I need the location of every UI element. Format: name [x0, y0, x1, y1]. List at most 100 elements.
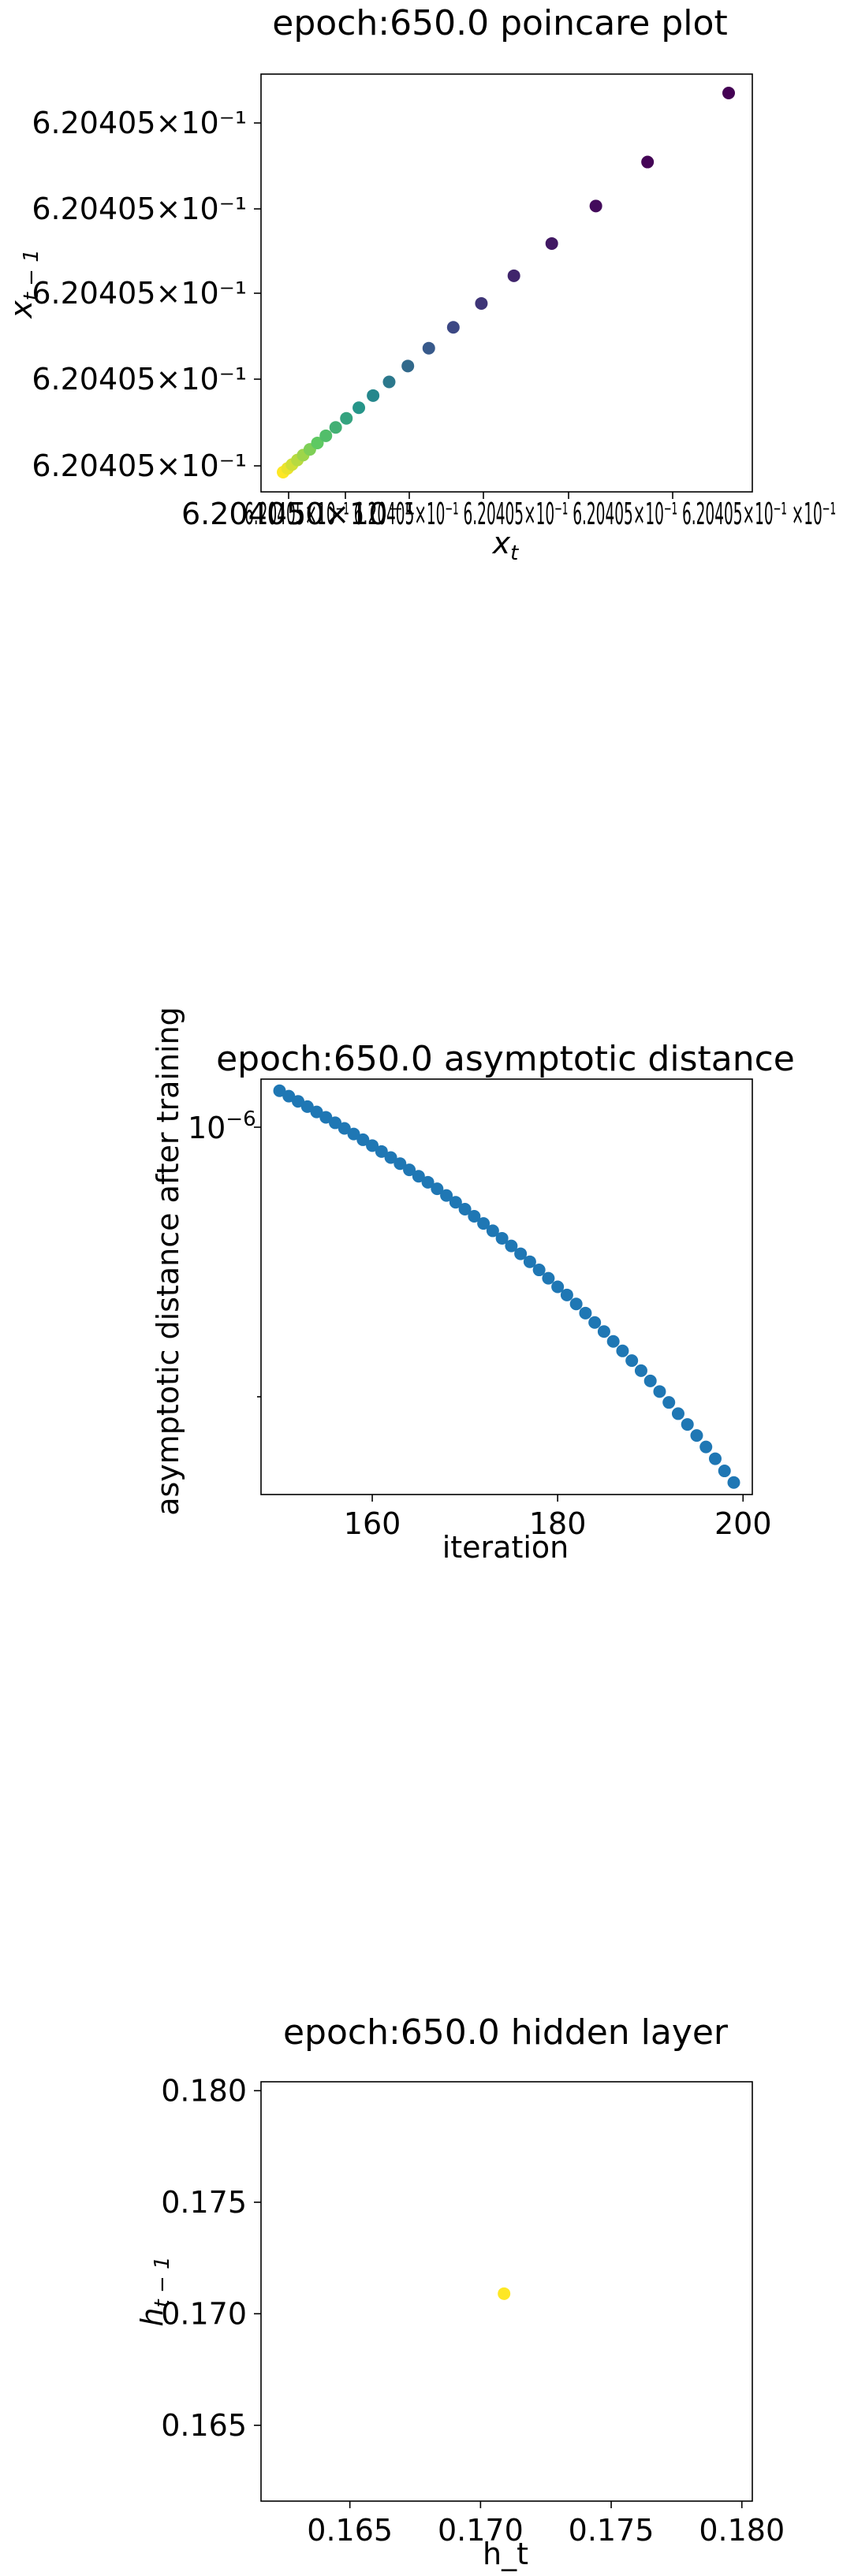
hidden-y-tick-label: 0.175: [161, 2185, 247, 2220]
asymptotic-point: [505, 1239, 518, 1253]
asymptotic-point: [643, 1374, 657, 1387]
asymptotic-point: [273, 1084, 286, 1097]
asymptotic-point: [366, 1139, 379, 1152]
asymptotic-x-label: iteration: [442, 1530, 569, 1565]
hidden-x-tick-label: 0.165: [307, 2513, 393, 2548]
hidden-point: [498, 2287, 511, 2300]
asymptotic-point: [671, 1407, 684, 1420]
poincare-point: [475, 296, 488, 310]
asymptotic-point: [579, 1306, 592, 1320]
poincare-y-tick-label: 6.20405×10⁻¹: [32, 106, 247, 140]
poincare-point: [367, 389, 380, 402]
poincare-y-tick-label: 6.20405×10⁻¹: [32, 276, 247, 311]
asymptotic-x-tick-label: 160: [344, 1506, 401, 1541]
asymptotic-point: [319, 1111, 333, 1124]
asymptotic-point: [551, 1280, 565, 1294]
poincare-point: [589, 199, 602, 213]
asymptotic-point: [523, 1255, 536, 1268]
asymptotic-y-label: asymptotic distance after training: [151, 1007, 185, 1516]
poincare-x-tick-first: 6.204050×​10⁻¹: [181, 497, 416, 531]
hidden-title: epoch:650.0 hidden layer: [283, 2012, 729, 2053]
poincare-point: [722, 87, 735, 99]
asymptotic-point: [384, 1151, 397, 1164]
poincare-y-label: xt − 1: [4, 249, 43, 319]
asymptotic-point: [394, 1157, 407, 1171]
hidden-y-ticks: 0.165 0.170 0.175 0.180: [161, 2073, 261, 2443]
hidden-y-tick-label: 0.170: [161, 2296, 247, 2331]
hidden-x-ticks: 0.165 0.170 0.175 0.180: [307, 2501, 785, 2548]
hidden-points: [498, 2287, 511, 2300]
asymptotic-point: [542, 1271, 555, 1285]
asymptotic-point: [634, 1364, 647, 1377]
poincare-y-ticks: 6.20405×10⁻¹ 6.20405×10⁻¹ 6.20405×10⁻¹ 6.20…: [32, 106, 261, 483]
poincare-point: [340, 411, 353, 425]
hidden-axes-frame: [260, 2081, 753, 2502]
asymptotic-x-tick-label: 180: [529, 1506, 587, 1541]
asymptotic-point: [412, 1170, 425, 1183]
asymptotic-point: [300, 1100, 314, 1113]
poincare-points: [277, 87, 735, 478]
asymptotic-point: [699, 1440, 713, 1454]
asymptotic-y-tick-label: 10−6: [188, 1107, 256, 1145]
poincare-point: [446, 321, 460, 334]
poincare-title: epoch:650.0 poincare plot: [272, 3, 727, 43]
asymptotic-point: [486, 1224, 499, 1238]
asymptotic-point: [329, 1116, 342, 1130]
poincare-x-tick-marks: [288, 492, 673, 499]
asymptotic-x-tick-label: 200: [714, 1506, 772, 1541]
poincare-x-label: xt: [492, 526, 520, 565]
asymptotic-point: [690, 1429, 703, 1442]
asymptotic-point: [338, 1122, 351, 1135]
asymptotic-point: [727, 1476, 740, 1489]
asymptotic-y-tick: 10−6: [188, 1107, 261, 1145]
asymptotic-point: [625, 1354, 639, 1368]
asymptotic-axes-frame: [260, 1078, 753, 1495]
asymptotic-point: [708, 1452, 722, 1465]
poincare-plot: epoch:650.0 poincare plot 6.20405×10⁻¹6.…: [4, 3, 836, 565]
asymptotic-point: [440, 1189, 453, 1202]
poincare-point: [311, 436, 324, 449]
hidden-x-tick-label: 0.170: [438, 2513, 524, 2548]
asymptotic-point: [403, 1163, 416, 1177]
asymptotic-point: [681, 1418, 694, 1431]
asymptotic-point: [597, 1325, 610, 1338]
asymptotic-point: [616, 1344, 629, 1357]
asymptotic-x-ticks: 160 180 200: [344, 1495, 772, 1541]
hidden-x-label: h_t: [483, 2537, 528, 2571]
asymptotic-point: [718, 1465, 731, 1478]
asymptotic-points: [273, 1084, 740, 1489]
asymptotic-y-tick-exponent: −6: [226, 1107, 256, 1131]
asymptotic-point: [560, 1288, 573, 1301]
poincare-point: [382, 375, 396, 389]
asymptotic-point: [588, 1316, 602, 1329]
hidden-y-tick-label: 0.180: [161, 2073, 247, 2108]
poincare-point: [422, 341, 435, 355]
asymptotic-point: [356, 1133, 370, 1146]
asymptotic-title: epoch:650.0 asymptotic distance: [216, 1039, 795, 1079]
poincare-point: [352, 401, 366, 415]
asymptotic-point: [606, 1335, 620, 1348]
poincare-x-tick-labels: 6.204050×​10⁻¹: [181, 497, 416, 531]
poincare-y-tick-label: 6.20405×10⁻¹: [32, 362, 247, 396]
poincare-point: [507, 269, 520, 282]
asymptotic-point: [292, 1095, 305, 1108]
poincare-y-tick-label: 6.20405×10⁻¹: [32, 192, 247, 226]
asymptotic-point: [347, 1127, 360, 1141]
poincare-y-tick-label: 6.20405×10⁻¹: [32, 449, 247, 483]
asymptotic-point: [282, 1089, 296, 1103]
poincare-point: [401, 359, 415, 373]
asymptotic-point: [421, 1175, 435, 1189]
hidden-y-tick-label: 0.165: [161, 2408, 247, 2443]
hidden-x-tick-label: 0.180: [699, 2513, 785, 2548]
asymptotic-y-tick-base: 10: [188, 1111, 226, 1145]
poincare-point: [545, 236, 558, 250]
hidden-y-label: ht − 1: [135, 2256, 174, 2326]
poincare-point: [319, 429, 333, 442]
asymptotic-point: [514, 1247, 528, 1260]
asymptotic-point: [653, 1385, 666, 1398]
hidden-layer-plot: epoch:650.0 hidden layer 0.165 0.170 0.175…: [135, 2012, 785, 2571]
asymptotic-point: [458, 1203, 472, 1216]
hidden-x-tick-label: 0.175: [569, 2513, 655, 2548]
asymptotic-point: [468, 1209, 481, 1223]
